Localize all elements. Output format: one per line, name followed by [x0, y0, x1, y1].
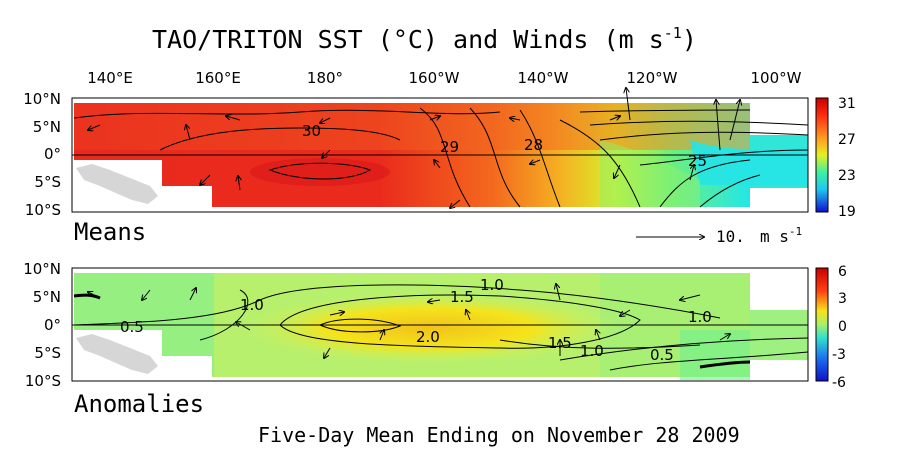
contour-label: 28	[524, 136, 543, 154]
anomalies-frame	[71, 267, 809, 382]
contour-label: 1.0	[688, 308, 712, 326]
contour-label: 1.0	[580, 342, 604, 360]
lon-label: 120°W	[627, 69, 678, 87]
colorbar-tick: 0	[838, 319, 847, 335]
colorbar-tick: -3	[832, 347, 846, 363]
lat-label: 5°N	[33, 118, 61, 136]
anomalies-panel: 1.0 1.5 1.0 0.5 2.0 1.5 1.0 0.5 1.0	[71, 267, 809, 382]
anomaly-warm-core	[240, 292, 620, 364]
colorbar-tick: 3	[838, 291, 847, 307]
lon-label: 160°W	[409, 69, 460, 87]
contour-label: 1.0	[480, 276, 504, 294]
wind-scale-key: 10. m s-1	[636, 225, 802, 246]
anomaly-lat-labels: 10°N 5°N 0° 5°S 10°S	[23, 260, 61, 390]
mean-contours	[73, 107, 809, 208]
anomalies-colorbar: 6 3 0 -3 -6	[815, 264, 847, 391]
wind-scale-value: 10.	[716, 227, 745, 246]
contour-label: 30	[302, 122, 321, 140]
colorbar-tick: 31	[838, 96, 856, 112]
lat-label: 5°N	[33, 288, 61, 306]
contour-label: 29	[440, 138, 459, 156]
wind-scale-unit: m s-1	[760, 225, 802, 246]
lat-label: 10°S	[25, 201, 61, 219]
anomalies-label: Anomalies	[74, 390, 204, 418]
longitude-labels: 140°E 160°E 180° 160°W 140°W 120°W 100°W	[87, 69, 801, 87]
means-lat-labels: 10°N 5°N 0° 5°S 10°S	[23, 90, 61, 219]
means-frame	[71, 97, 809, 213]
contour-label: 0.5	[650, 346, 674, 364]
lat-label: 5°S	[34, 344, 61, 362]
means-colorbar: 31 27 23 19	[815, 96, 856, 220]
colorbar-tick: -6	[832, 375, 846, 391]
lat-label: 10°N	[23, 90, 61, 108]
figure-title: TAO/TRITON SST (°C) and Winds (m s-1)	[152, 24, 697, 54]
colorbar-tick: 6	[838, 264, 847, 280]
colorbar-tick: 19	[838, 204, 856, 220]
colorbar-tick: 23	[838, 168, 856, 184]
means-label: Means	[74, 218, 146, 246]
contour-label: 0.5	[120, 318, 144, 336]
lon-label: 160°E	[195, 69, 241, 87]
lon-label: 100°W	[751, 69, 802, 87]
anomaly-wind-vectors	[88, 284, 730, 358]
lon-label: 140°W	[518, 69, 569, 87]
contour-label: 2.0	[416, 328, 440, 346]
lat-label: 10°N	[23, 260, 61, 278]
land-mass	[76, 164, 158, 204]
contour-label: 1.0	[240, 296, 264, 314]
contour-label: 1.5	[450, 288, 474, 306]
lat-label: 10°S	[25, 372, 61, 390]
lat-label: 5°S	[34, 173, 61, 191]
mean-wind-vectors	[88, 88, 740, 208]
lon-label: 140°E	[87, 69, 133, 87]
means-panel: 30 29 28 25	[71, 88, 809, 213]
lat-label: 0°	[44, 316, 61, 334]
footer-caption: Five-Day Mean Ending on November 28 2009	[258, 423, 740, 447]
lat-label: 0°	[44, 145, 61, 163]
lon-label: 180°	[307, 69, 343, 87]
colorbar-tick: 27	[838, 132, 856, 148]
land-mass	[76, 334, 158, 374]
